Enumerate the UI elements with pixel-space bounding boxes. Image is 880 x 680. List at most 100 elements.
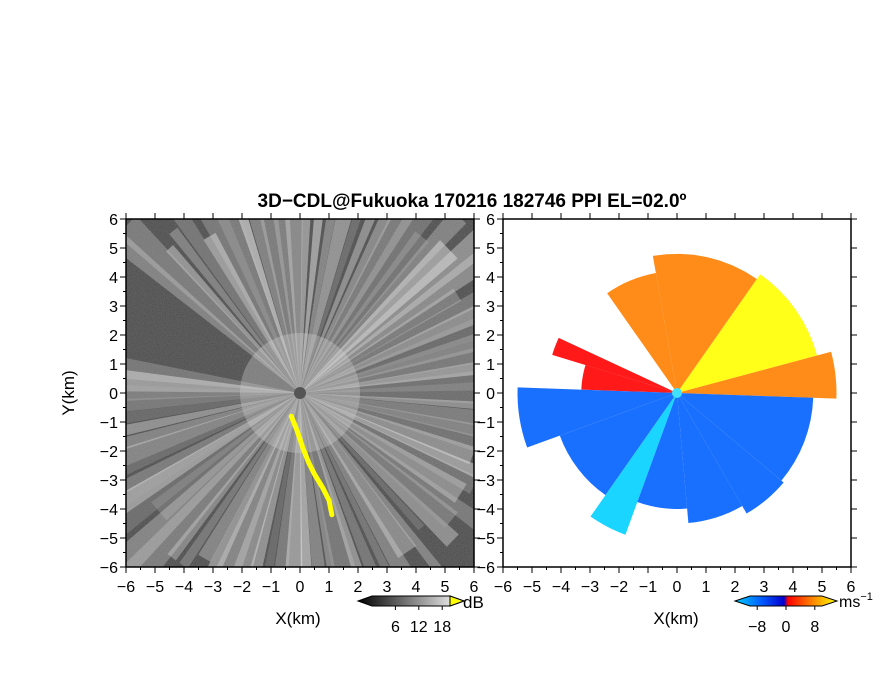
velocity-axes: −6 −5 −4 −3 −2 −1 0 1 2 3 4 5 6 6 5 4 3 2 1 0 −1 −2 −3 −4 −5 −6 [477, 212, 857, 596]
reflectivity-ray [300, 219, 434, 393]
reflectivity-ray [285, 219, 303, 393]
reflectivity-ray [300, 393, 474, 494]
reflectivity-ray [300, 231, 429, 393]
reflectivity-xtick-label: 6 [470, 579, 479, 596]
reflectivity-ray [300, 219, 352, 393]
reflectivity-ray [300, 393, 443, 567]
reflectivity-ray [300, 393, 458, 528]
reflectivity-xtick-label: 1 [325, 579, 334, 596]
reflectivity-ray [126, 393, 300, 450]
reflectivity-ray [264, 393, 300, 567]
velocity-ytick-label: 3 [486, 299, 495, 316]
velocity-sector [637, 393, 688, 509]
velocity-colorbar-unit: ms−1 [839, 591, 873, 611]
reflectivity-ray [274, 393, 300, 567]
velocity-ytick-label: 0 [486, 386, 495, 403]
reflectivity-ytick-label: −3 [100, 473, 118, 490]
reflectivity-xtick-label: 3 [383, 579, 392, 596]
reflectivity-xtick-label: −1 [262, 579, 280, 596]
velocity-colorbar-ticks: −8 0 8 [748, 606, 819, 636]
velocity-sector [581, 365, 677, 393]
velocity-xtick-label: 4 [789, 579, 798, 596]
reflectivity-ray [300, 393, 474, 409]
velocity-xtick-label: 0 [673, 579, 682, 596]
velocity-colorbar: −8 0 8 ms−1 [733, 591, 873, 636]
reflectivity-ray [126, 393, 300, 412]
reflectivity-ray [300, 393, 363, 567]
reflectivity-ray [273, 219, 300, 393]
reflectivity-xtick-label: −2 [233, 579, 251, 596]
velocity-xtick-label: 1 [702, 579, 711, 596]
reflectivity-axes: −6 −5 −4 −3 −2 −1 0 1 2 3 4 5 6 6 5 4 3 2 1 0 −1 −2 −3 −4 −5 −6 [100, 212, 480, 596]
reflectivity-ray [300, 334, 474, 393]
reflectivity-ytick-label: 6 [109, 212, 118, 229]
velocity-sector [590, 393, 677, 535]
velocity-xtick-label: −4 [552, 579, 570, 596]
reflectivity-ray [249, 219, 300, 393]
velocity-ytick-label: 2 [486, 328, 495, 345]
reflectivity-ray [126, 393, 300, 476]
bright-echo-line [288, 413, 335, 518]
colorbar-tick-label: 12 [410, 619, 428, 636]
reflectivity-ytick-label: −6 [100, 560, 118, 577]
reflectivity-ray [300, 393, 474, 452]
reflectivity-ray [207, 393, 300, 567]
reflectivity-ray [300, 219, 323, 393]
reflectivity-ray [173, 219, 300, 393]
velocity-xtick-label: −2 [610, 579, 628, 596]
colorbar-tick-label: −8 [748, 619, 766, 636]
velocity-xtick-label: 2 [731, 579, 740, 596]
reflectivity-ray [179, 393, 300, 567]
velocity-ytick-label: −4 [477, 502, 495, 519]
radar-center-velocity [672, 388, 682, 398]
reflectivity-xtick-label: 0 [296, 579, 305, 596]
reflectivity-xtick-label: 5 [441, 579, 450, 596]
velocity-sector [552, 337, 677, 393]
velocity-ytick-label: −2 [477, 444, 495, 461]
reflectivity-ray [238, 219, 300, 393]
reflectivity-ray [300, 219, 467, 393]
reflectivity-ray [260, 219, 300, 393]
reflectivity-ytick-label: −5 [100, 531, 118, 548]
reflectivity-xlabel: X(km) [275, 609, 320, 628]
reflectivity-ray [216, 393, 300, 567]
reflectivity-ray [126, 235, 300, 393]
velocity-sector [677, 393, 784, 514]
colorbar-tick-label: 18 [433, 619, 451, 636]
reflectivity-ray [300, 252, 474, 393]
reflectivity-ray [300, 288, 462, 393]
velocity-sector [517, 387, 677, 448]
velocity-sector [607, 273, 677, 393]
reflectivity-xtick-label: 4 [412, 579, 421, 596]
velocity-xlabel: X(km) [653, 609, 698, 628]
velocity-ytick-label: −6 [477, 560, 495, 577]
velocity-panel: −6 −5 −4 −3 −2 −1 0 1 2 3 4 5 6 6 5 4 3 2 1 0 −1 −2 −3 −4 −5 −6 X… [477, 212, 857, 628]
reflectivity-colorbar-high-end [449, 595, 466, 607]
reflectivity-ray [300, 393, 411, 567]
colorbar-tick-label: 0 [782, 619, 791, 636]
reflectivity-ray [126, 393, 300, 567]
reflectivity-ytick-label: 4 [109, 270, 118, 287]
reflectivity-ray [300, 219, 376, 393]
velocity-ytick-label: 4 [486, 270, 495, 287]
velocity-sector [652, 253, 757, 393]
reflectivity-ray [166, 245, 300, 393]
reflectivity-ray [300, 393, 459, 547]
reflectivity-ray [300, 219, 336, 393]
reflectivity-xtick-label: −4 [175, 579, 193, 596]
reflectivity-ray [126, 393, 300, 535]
reflectivity-ray [126, 385, 300, 401]
reflectivity-ray [300, 393, 356, 567]
reflectivity-rays [126, 219, 474, 567]
reflectivity-ray [300, 362, 474, 393]
velocity-xtick-label: −6 [494, 579, 512, 596]
reflectivity-xtick-label: −6 [117, 579, 135, 596]
velocity-xtick-label: 3 [760, 579, 769, 596]
velocity-xtick-label: 6 [847, 579, 856, 596]
velocity-xtick-label: 5 [818, 579, 827, 596]
reflectivity-ray [300, 393, 474, 465]
velocity-ytick-label: 1 [486, 357, 495, 374]
reflectivity-ytick-label: 3 [109, 299, 118, 316]
velocity-ytick-label: −1 [477, 415, 495, 432]
colorbar-tick-label: 8 [810, 619, 819, 636]
